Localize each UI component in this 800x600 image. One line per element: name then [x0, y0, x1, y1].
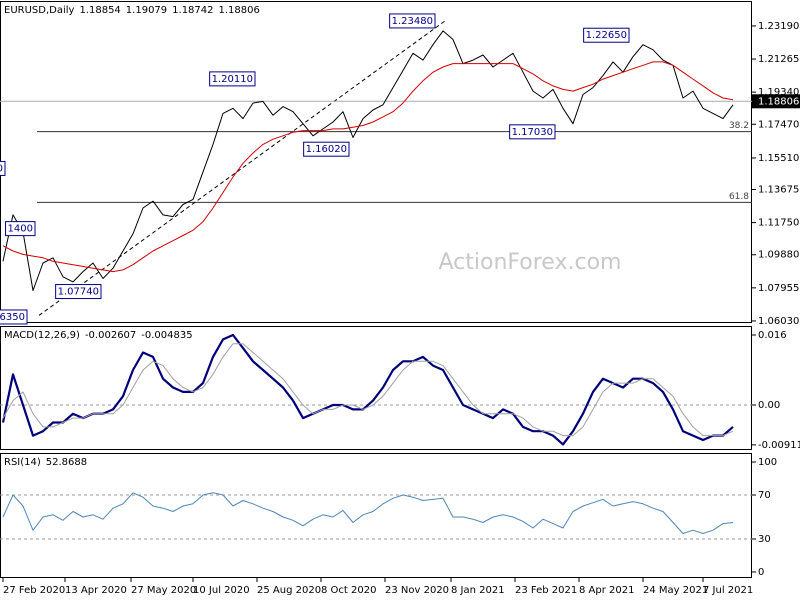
y-tick-label: 1.13675 [758, 185, 799, 196]
x-tick-label: 10 Jul 2020 [193, 585, 250, 596]
x-tick-label: 27 May 2020 [131, 585, 196, 596]
fib-label: 38.2 [729, 121, 749, 131]
y-tick-label: 100 [758, 457, 777, 468]
x-tick-label: 7 Jul 2021 [703, 585, 753, 596]
header-value: 52.8688 [46, 457, 87, 468]
pane-frame [0, 326, 752, 450]
header-value: 1.18854 [79, 5, 120, 16]
y-tick-label: 1.17470 [758, 119, 799, 130]
y-tick-label: 1.07955 [758, 283, 799, 294]
annotation-box [55, 284, 102, 300]
annotation-box [389, 13, 436, 29]
annotation-box [209, 71, 256, 87]
annotation-label: 1.22650 [586, 30, 627, 41]
header-name: MACD(12,26,9) [4, 330, 80, 341]
watermark: ActionForex.com [439, 250, 622, 275]
y-tick-label: 0.00 [758, 400, 780, 411]
header-value: 1.18742 [172, 5, 213, 16]
header-value: 1.19079 [126, 5, 167, 16]
y-tick-label: 1.19340 [758, 87, 799, 98]
last-price-label: 1.18806 [758, 96, 799, 107]
annotation-label: 1.20110 [212, 74, 253, 85]
x-tick-label: 27 Feb 2020 [3, 585, 65, 596]
annotation-label: 1.07740 [58, 287, 99, 298]
pane-header: EURUSD,Daily 1.18854 1.19079 1.18742 1.18806 [4, 5, 260, 16]
header-value: -0.002607 [85, 330, 136, 341]
x-tick-label: 8 Apr 2021 [579, 585, 634, 596]
annotation-box [5, 221, 36, 237]
pane-header: RSI(14) 52.8688 [4, 457, 87, 468]
y-tick-label: 30 [758, 534, 771, 545]
pane-header: MACD(12,26,9) -0.002607 -0.004835 [4, 330, 193, 341]
header-name: EURUSD,Daily [4, 5, 75, 16]
annotation-label: 1400 [8, 224, 33, 235]
series-line [2, 343, 734, 437]
x-tick-label: 24 May 2021 [643, 585, 708, 596]
series-line [2, 61, 734, 273]
annotation-box [509, 124, 556, 140]
y-tick-label: -0.009116 [758, 440, 800, 451]
y-tick-label: 0 [758, 567, 764, 578]
y-tick-label: 1.23190 [758, 21, 799, 32]
x-tick-label: 13 Apr 2020 [65, 585, 127, 596]
x-tick-label: 25 Aug 2020 [257, 585, 321, 596]
y-tick-label: 1.15510 [758, 153, 799, 164]
y-tick-label: 1.06030 [758, 316, 799, 327]
annotation-box [0, 160, 6, 176]
annotation-label: 0 [0, 163, 3, 174]
fib-label: 61.8 [729, 192, 749, 202]
series-line [2, 30, 734, 291]
x-tick-label: 23 Nov 2020 [385, 585, 449, 596]
annotation-box [0, 309, 28, 325]
annotation-label: 1.16020 [306, 144, 347, 155]
annotation-box [303, 141, 350, 157]
y-tick-label: 1.21265 [758, 54, 799, 65]
annotation-label: 1.23480 [392, 16, 433, 27]
pane-frame [0, 453, 752, 578]
annotation-box [583, 27, 630, 43]
annotation-label: 1.17030 [512, 127, 553, 138]
y-tick-label: 1.11750 [758, 218, 799, 229]
x-tick-label: 8 Jan 2021 [451, 585, 505, 596]
header-value: -0.004835 [141, 330, 192, 341]
x-tick-label: 8 Oct 2020 [321, 585, 376, 596]
y-tick-label: 1.09880 [758, 250, 799, 261]
header-name: RSI(14) [4, 457, 41, 468]
y-tick-label: 70 [758, 490, 771, 501]
series-line [1, 333, 734, 446]
annotation-label: 6350 [0, 312, 25, 323]
series-line [2, 492, 734, 534]
y-tick-label: 0.016 [758, 330, 787, 341]
header-value: 1.18806 [219, 5, 260, 16]
last-price-box [752, 94, 800, 109]
x-tick-label: 23 Feb 2021 [515, 585, 577, 596]
